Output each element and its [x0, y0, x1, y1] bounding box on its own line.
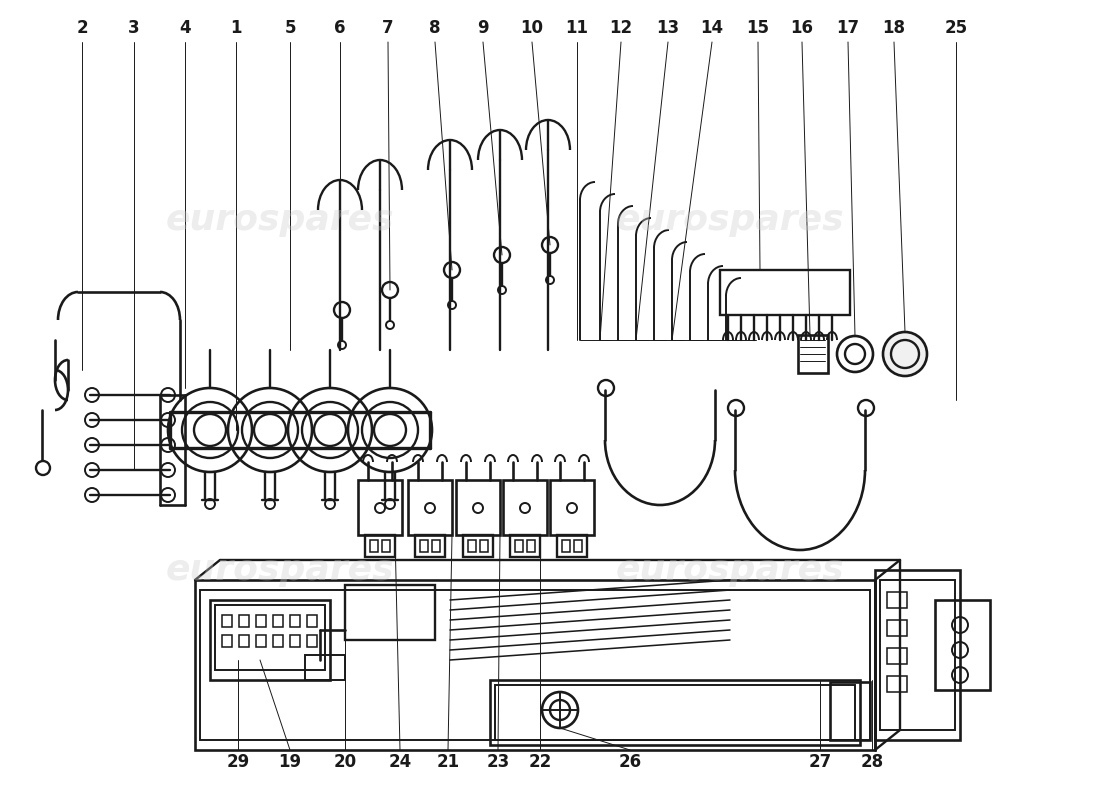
- Bar: [720, 270, 850, 315]
- Text: 22: 22: [528, 753, 551, 771]
- Text: 5: 5: [284, 19, 296, 37]
- Text: 9: 9: [477, 19, 488, 37]
- Bar: [935, 600, 990, 690]
- Text: 6: 6: [334, 19, 345, 37]
- Text: 16: 16: [791, 19, 814, 37]
- Bar: [290, 615, 300, 627]
- Bar: [307, 615, 317, 627]
- Bar: [495, 685, 855, 740]
- Bar: [256, 615, 266, 627]
- Bar: [408, 480, 452, 535]
- Bar: [887, 648, 907, 664]
- Bar: [880, 580, 955, 730]
- Bar: [305, 655, 345, 680]
- Text: 18: 18: [882, 19, 905, 37]
- Bar: [527, 540, 535, 552]
- Bar: [830, 682, 870, 740]
- Text: 26: 26: [618, 753, 641, 771]
- Text: 2: 2: [76, 19, 88, 37]
- Bar: [210, 600, 330, 680]
- Text: eurospares: eurospares: [616, 553, 845, 587]
- Bar: [239, 635, 249, 647]
- Bar: [345, 585, 434, 640]
- Bar: [515, 540, 522, 552]
- Bar: [370, 540, 378, 552]
- Bar: [358, 480, 402, 535]
- Bar: [503, 480, 547, 535]
- Bar: [557, 535, 587, 557]
- Circle shape: [883, 332, 927, 376]
- Bar: [468, 540, 476, 552]
- Text: 12: 12: [609, 19, 632, 37]
- Text: 28: 28: [860, 753, 883, 771]
- Bar: [887, 592, 907, 608]
- Bar: [562, 540, 570, 552]
- Bar: [490, 680, 860, 745]
- Text: 13: 13: [657, 19, 680, 37]
- Text: 27: 27: [808, 753, 832, 771]
- Bar: [222, 635, 232, 647]
- Bar: [874, 570, 960, 740]
- Bar: [456, 480, 501, 535]
- Bar: [463, 535, 493, 557]
- Bar: [200, 590, 870, 740]
- Text: 20: 20: [333, 753, 356, 771]
- Text: 8: 8: [429, 19, 441, 37]
- Bar: [222, 615, 232, 627]
- Text: 11: 11: [565, 19, 588, 37]
- Text: 3: 3: [129, 19, 140, 37]
- Bar: [239, 615, 249, 627]
- Text: eurospares: eurospares: [166, 553, 394, 587]
- Bar: [432, 540, 440, 552]
- Text: 10: 10: [520, 19, 543, 37]
- Text: eurospares: eurospares: [166, 203, 394, 237]
- Bar: [382, 540, 390, 552]
- Bar: [550, 480, 594, 535]
- Text: 14: 14: [701, 19, 724, 37]
- Text: 7: 7: [382, 19, 394, 37]
- Bar: [510, 535, 540, 557]
- Text: 21: 21: [437, 753, 460, 771]
- Text: 19: 19: [278, 753, 301, 771]
- Text: 24: 24: [388, 753, 411, 771]
- Text: 1: 1: [230, 19, 242, 37]
- Bar: [290, 635, 300, 647]
- Bar: [195, 580, 874, 750]
- Bar: [887, 620, 907, 636]
- Bar: [574, 540, 582, 552]
- Text: 29: 29: [227, 753, 250, 771]
- Bar: [365, 535, 395, 557]
- Bar: [798, 335, 828, 373]
- Bar: [307, 635, 317, 647]
- Bar: [415, 535, 446, 557]
- Text: 4: 4: [179, 19, 190, 37]
- Text: eurospares: eurospares: [616, 203, 845, 237]
- Bar: [273, 615, 283, 627]
- Text: 17: 17: [836, 19, 859, 37]
- Bar: [214, 605, 324, 670]
- Text: 15: 15: [747, 19, 770, 37]
- Bar: [420, 540, 428, 552]
- Text: 25: 25: [945, 19, 968, 37]
- Bar: [887, 676, 907, 692]
- Bar: [273, 635, 283, 647]
- Text: 23: 23: [486, 753, 509, 771]
- Bar: [256, 635, 266, 647]
- Bar: [480, 540, 488, 552]
